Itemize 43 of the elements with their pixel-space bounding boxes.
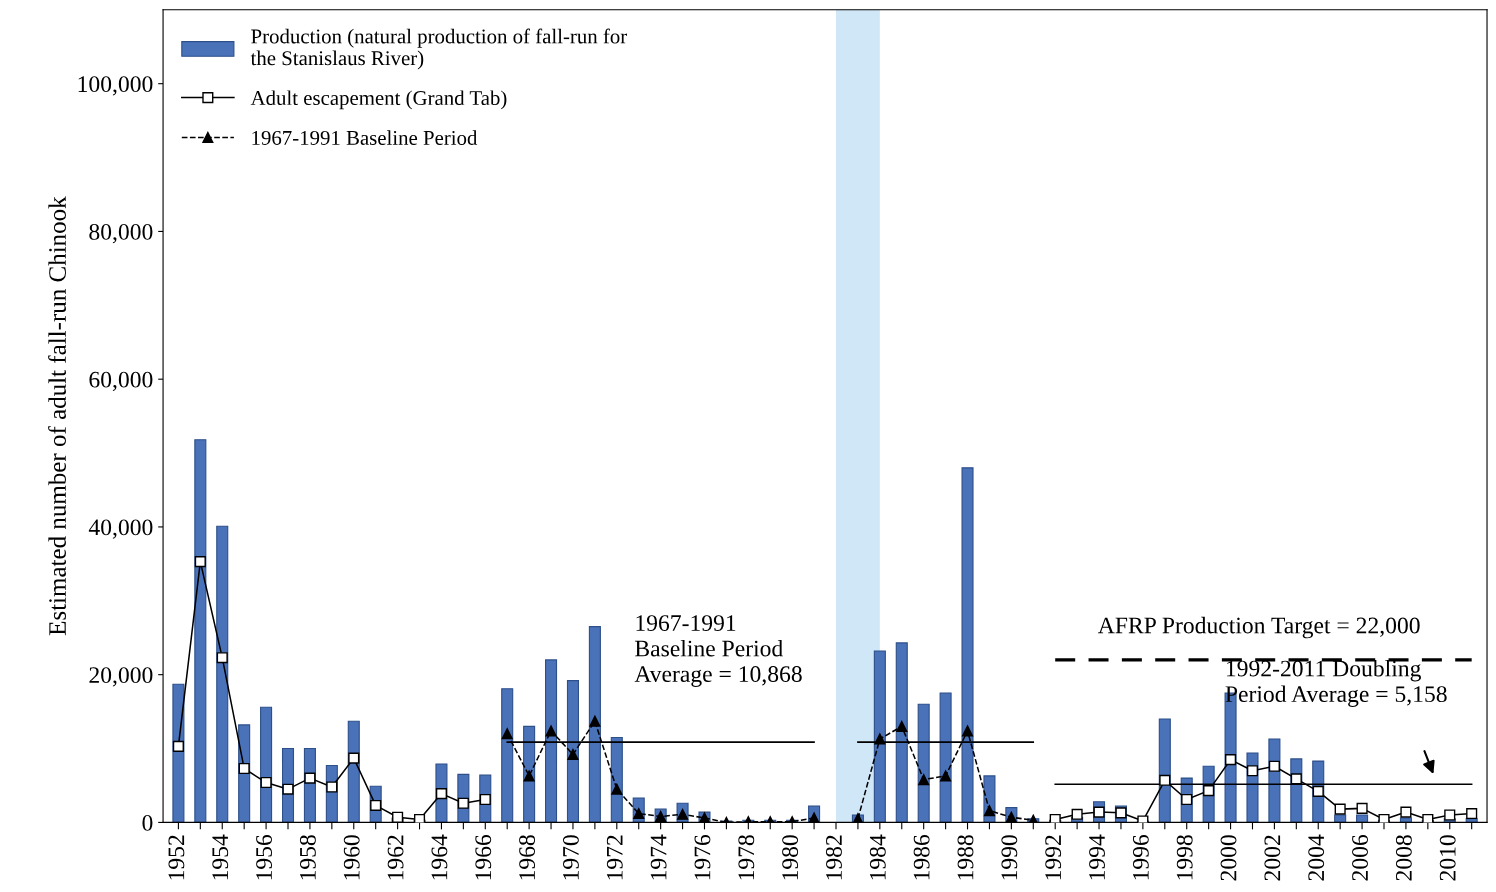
x-tick-label: 2006 — [1352, 834, 1368, 881]
x-tick-label: 1990 — [1001, 835, 1018, 880]
x-tick-label: 1992 — [1045, 835, 1062, 880]
x-tick-label: 1968 — [519, 835, 536, 880]
x-tick-label: 1954 — [212, 834, 229, 880]
y-tick-label: 100,000 — [78, 76, 153, 96]
x-tick-label: 1982 — [825, 835, 842, 880]
y-tick-label: 40,000 — [88, 519, 153, 539]
x-tick-label: 1986 — [913, 834, 930, 880]
x-tick-label: 1958 — [299, 835, 316, 880]
y-axis-title: Estimated number of adult fall-run Chinook — [48, 196, 66, 636]
legend-label: Production (natural production of fall-run for the Stanislaus River) — [250, 28, 628, 70]
x-tick-label: 1964 — [431, 834, 448, 880]
legend-label: 1967-1991 Baseline Period — [252, 130, 478, 145]
annotation: 1967-1991 Baseline Period Average = 10,868 — [634, 615, 802, 687]
x-tick-label: 1972 — [606, 835, 623, 880]
y-tick-label: 80,000 — [89, 223, 153, 244]
x-tick-label: 2008 — [1395, 835, 1412, 881]
x-tick-label: 2004 — [1308, 834, 1325, 881]
y-tick-label: 60,000 — [89, 371, 153, 391]
x-tick-label: 1962 — [387, 835, 404, 880]
x-tick-label: 1956 — [256, 834, 272, 880]
x-tick-label: 1978 — [738, 835, 755, 880]
x-tick-label: 1994 — [1089, 834, 1105, 880]
annotation: 1992-2011 Doubling Period Average = 5,158 — [1225, 659, 1447, 707]
x-tick-label: 2000 — [1220, 835, 1237, 881]
x-tick-label: 1974 — [650, 834, 667, 880]
x-tick-label: 1998 — [1176, 835, 1193, 880]
x-tick-label: 1970 — [562, 835, 579, 880]
x-tick-label: 1960 — [343, 835, 360, 880]
x-tick-label: 1966 — [475, 834, 492, 880]
y-tick-label: 0 — [142, 814, 153, 831]
x-tick-label: 1952 — [168, 835, 185, 880]
x-tick-label: 1996 — [1132, 834, 1149, 880]
x-tick-label: 1980 — [782, 835, 799, 880]
x-tick-label: 2010 — [1439, 835, 1456, 881]
x-tick-label: 2002 — [1264, 835, 1281, 881]
y-tick-label: 20,000 — [89, 667, 153, 687]
x-tick-label: 1988 — [957, 835, 974, 880]
x-tick-label: 1976 — [694, 834, 711, 880]
annotation: AFRP Production Target = 22,000 — [1098, 616, 1420, 639]
x-tick-label: 1984 — [869, 834, 886, 880]
legend-label: Adult escapement (Grand Tab) — [250, 90, 507, 110]
